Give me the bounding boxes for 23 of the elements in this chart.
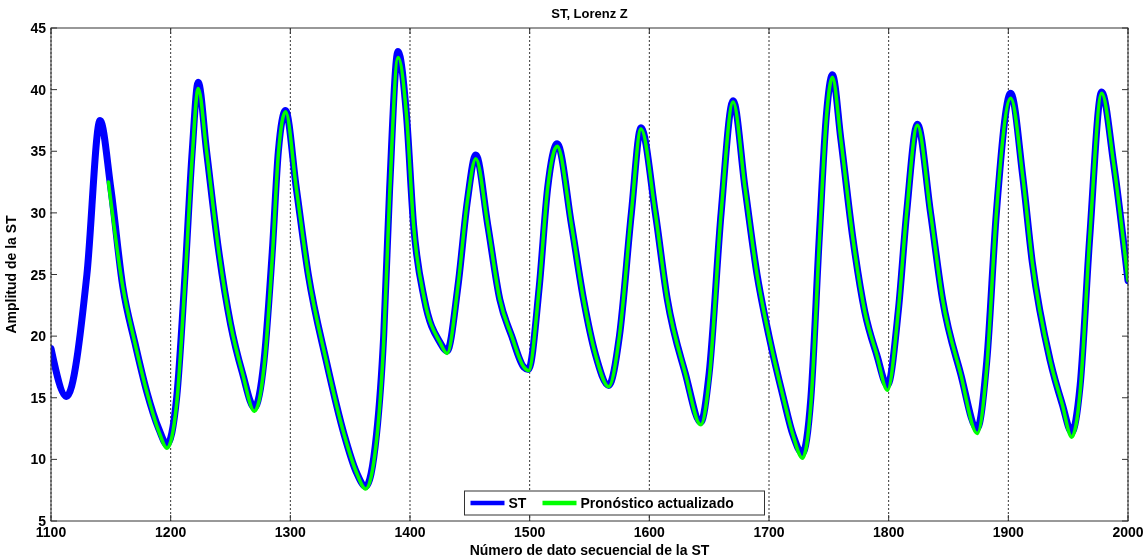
y-tick-label: 35 xyxy=(30,143,47,160)
y-tick-label: 15 xyxy=(30,389,47,406)
x-tick-label: 1800 xyxy=(873,524,905,540)
x-axis-title: Número de dato secuencial de la ST xyxy=(469,542,710,558)
y-axis-title: Amplitud de la ST xyxy=(3,214,19,334)
x-tick-label: 1300 xyxy=(274,524,307,540)
y-tick-label: 30 xyxy=(30,204,47,221)
x-tick-label: 1500 xyxy=(514,524,546,540)
y-tick-label: 20 xyxy=(30,328,47,345)
y-tick-label: 25 xyxy=(30,266,47,283)
y-tick-label: 5 xyxy=(38,513,47,529)
chart-title: ST, Lorenz Z xyxy=(551,6,628,21)
y-tick-label: 40 xyxy=(30,81,47,98)
legend-label: Pronóstico actualizado xyxy=(580,495,734,511)
legend-label: ST xyxy=(508,495,527,511)
y-tick-label: 45 xyxy=(30,20,47,36)
x-tick-label: 1700 xyxy=(753,524,785,540)
x-tick-label: 1900 xyxy=(992,524,1025,540)
x-tick-label: 1200 xyxy=(155,524,187,540)
x-tick-label: 1400 xyxy=(394,524,426,540)
x-tick-label: 1600 xyxy=(633,524,666,540)
x-tick-label: 2000 xyxy=(1112,524,1144,540)
y-tick-label: 10 xyxy=(30,451,47,468)
